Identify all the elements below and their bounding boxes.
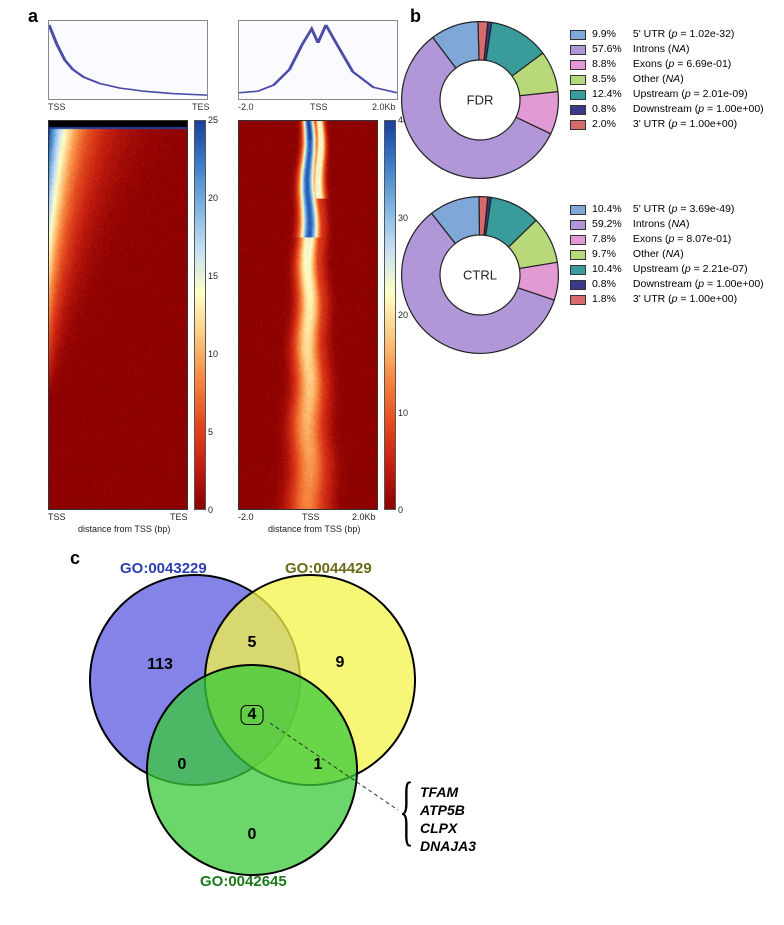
legend-swatch <box>570 265 586 275</box>
panel-a-right-heatmap <box>238 120 378 510</box>
legend-text: 9.7% Other (NA) <box>592 247 684 262</box>
tick: TSS <box>310 102 328 112</box>
legend-text: 8.5% Other (NA) <box>592 72 684 87</box>
legend-text: 12.4% Upstream (p = 2.01e-09) <box>592 87 748 102</box>
legend-text: 7.8% Exons (p = 8.07e-01) <box>592 232 731 247</box>
legend-swatch <box>570 250 586 260</box>
brace-icon: { <box>399 771 413 849</box>
venn-label-c: GO:0042645 <box>200 873 287 890</box>
panel-b-donut-fdr: FDR <box>400 20 560 180</box>
panel-b-donut-ctrl: CTRL <box>400 195 560 355</box>
tick: TSS <box>302 512 320 522</box>
legend-row: 0.8% Downstream (p = 1.00e+00) <box>570 277 764 292</box>
legend-swatch <box>570 280 586 290</box>
legend-row: 0.8% Downstream (p = 1.00e+00) <box>570 102 764 117</box>
cbar-tick: 15 <box>208 271 218 281</box>
legend-swatch <box>570 75 586 85</box>
venn-count-center: 4 <box>241 705 264 725</box>
legend-row: 8.8% Exons (p = 6.69e-01) <box>570 57 764 72</box>
gene-name: TFAM <box>420 783 476 801</box>
cbar-tick: 0 <box>398 505 403 515</box>
legend-text: 0.8% Downstream (p = 1.00e+00) <box>592 102 764 117</box>
tick: TES <box>192 102 210 112</box>
gene-list: TFAMATP5BCLPXDNAJA3 <box>420 783 476 855</box>
venn-label-b: GO:0044429 <box>285 560 372 577</box>
legend-text: 2.0% 3' UTR (p = 1.00e+00) <box>592 117 737 132</box>
venn-count: 9 <box>336 654 345 672</box>
donut-center-label: FDR <box>467 93 494 108</box>
legend-swatch <box>570 295 586 305</box>
panel-a-left-profile <box>48 20 208 100</box>
panel-a-left-colorbar: 0510152025 <box>194 120 206 510</box>
cbar-tick: 5 <box>208 427 213 437</box>
tick: -2.0 <box>238 102 254 112</box>
legend-row: 7.8% Exons (p = 8.07e-01) <box>570 232 764 247</box>
legend-text: 8.8% Exons (p = 6.69e-01) <box>592 57 731 72</box>
venn-count: 0 <box>178 756 187 774</box>
venn-count: 5 <box>248 634 257 652</box>
axis-label: distance from TSS (bp) <box>268 524 360 534</box>
panel-a-right-profile <box>238 20 398 100</box>
tick: 2.0Kb <box>352 512 376 522</box>
legend-swatch <box>570 120 586 130</box>
cbar-tick: 25 <box>208 115 218 125</box>
legend-row: 2.0% 3' UTR (p = 1.00e+00) <box>570 117 764 132</box>
gene-name: CLPX <box>420 819 476 837</box>
cbar-tick: 10 <box>398 408 408 418</box>
legend-text: 57.6% Introns (NA) <box>592 42 690 57</box>
legend-row: 1.8% 3' UTR (p = 1.00e+00) <box>570 292 764 307</box>
legend-row: 59.2% Introns (NA) <box>570 217 764 232</box>
legend-swatch <box>570 30 586 40</box>
donut-center-label: CTRL <box>463 268 497 283</box>
tick: TSS <box>48 102 66 112</box>
venn-label-a: GO:0043229 <box>120 560 207 577</box>
legend-row: 8.5% Other (NA) <box>570 72 764 87</box>
venn-count: 0 <box>248 826 257 844</box>
legend-row: 57.6% Introns (NA) <box>570 42 764 57</box>
legend-text: 10.4% 5' UTR (p = 3.69e-49) <box>592 202 734 217</box>
panel-c: GO:0043229 GO:0044429 GO:0042645 113 9 0… <box>60 555 520 915</box>
legend-text: 59.2% Introns (NA) <box>592 217 690 232</box>
venn-count: 113 <box>147 656 173 674</box>
panel-b-legend-ctrl: 10.4% 5' UTR (p = 3.69e-49)59.2% Introns… <box>570 202 764 307</box>
panel-a-right-colorbar: 010203040 <box>384 120 396 510</box>
tick: -2.0 <box>238 512 254 522</box>
legend-swatch <box>570 220 586 230</box>
legend-swatch <box>570 205 586 215</box>
cbar-tick: 20 <box>208 193 218 203</box>
legend-text: 9.9% 5' UTR (p = 1.02e-32) <box>592 27 734 42</box>
legend-row: 9.7% Other (NA) <box>570 247 764 262</box>
legend-row: 12.4% Upstream (p = 2.01e-09) <box>570 87 764 102</box>
gene-name: DNAJA3 <box>420 837 476 855</box>
legend-swatch <box>570 45 586 55</box>
panel-b-legend-fdr: 9.9% 5' UTR (p = 1.02e-32)57.6% Introns … <box>570 27 764 132</box>
panel-a-left-heatmap <box>48 120 188 510</box>
tick: 2.0Kb <box>372 102 396 112</box>
legend-swatch <box>570 105 586 115</box>
panel-a: TSS TES -2.0 TSS 2.0Kb 0510152025 010203… <box>20 10 400 530</box>
legend-swatch <box>570 90 586 100</box>
legend-swatch <box>570 235 586 245</box>
cbar-tick: 0 <box>208 505 213 515</box>
tick: TSS <box>48 512 66 522</box>
cbar-tick: 10 <box>208 349 218 359</box>
gene-name: ATP5B <box>420 801 476 819</box>
legend-text: 0.8% Downstream (p = 1.00e+00) <box>592 277 764 292</box>
legend-text: 1.8% 3' UTR (p = 1.00e+00) <box>592 292 737 307</box>
axis-label: distance from TSS (bp) <box>78 524 170 534</box>
legend-swatch <box>570 60 586 70</box>
legend-text: 10.4% Upstream (p = 2.21e-07) <box>592 262 748 277</box>
legend-row: 10.4% Upstream (p = 2.21e-07) <box>570 262 764 277</box>
tick: TES <box>170 512 188 522</box>
legend-row: 10.4% 5' UTR (p = 3.69e-49) <box>570 202 764 217</box>
panel-b: FDR 9.9% 5' UTR (p = 1.02e-32)57.6% Intr… <box>400 5 780 365</box>
venn-count: 1 <box>314 756 323 774</box>
legend-row: 9.9% 5' UTR (p = 1.02e-32) <box>570 27 764 42</box>
